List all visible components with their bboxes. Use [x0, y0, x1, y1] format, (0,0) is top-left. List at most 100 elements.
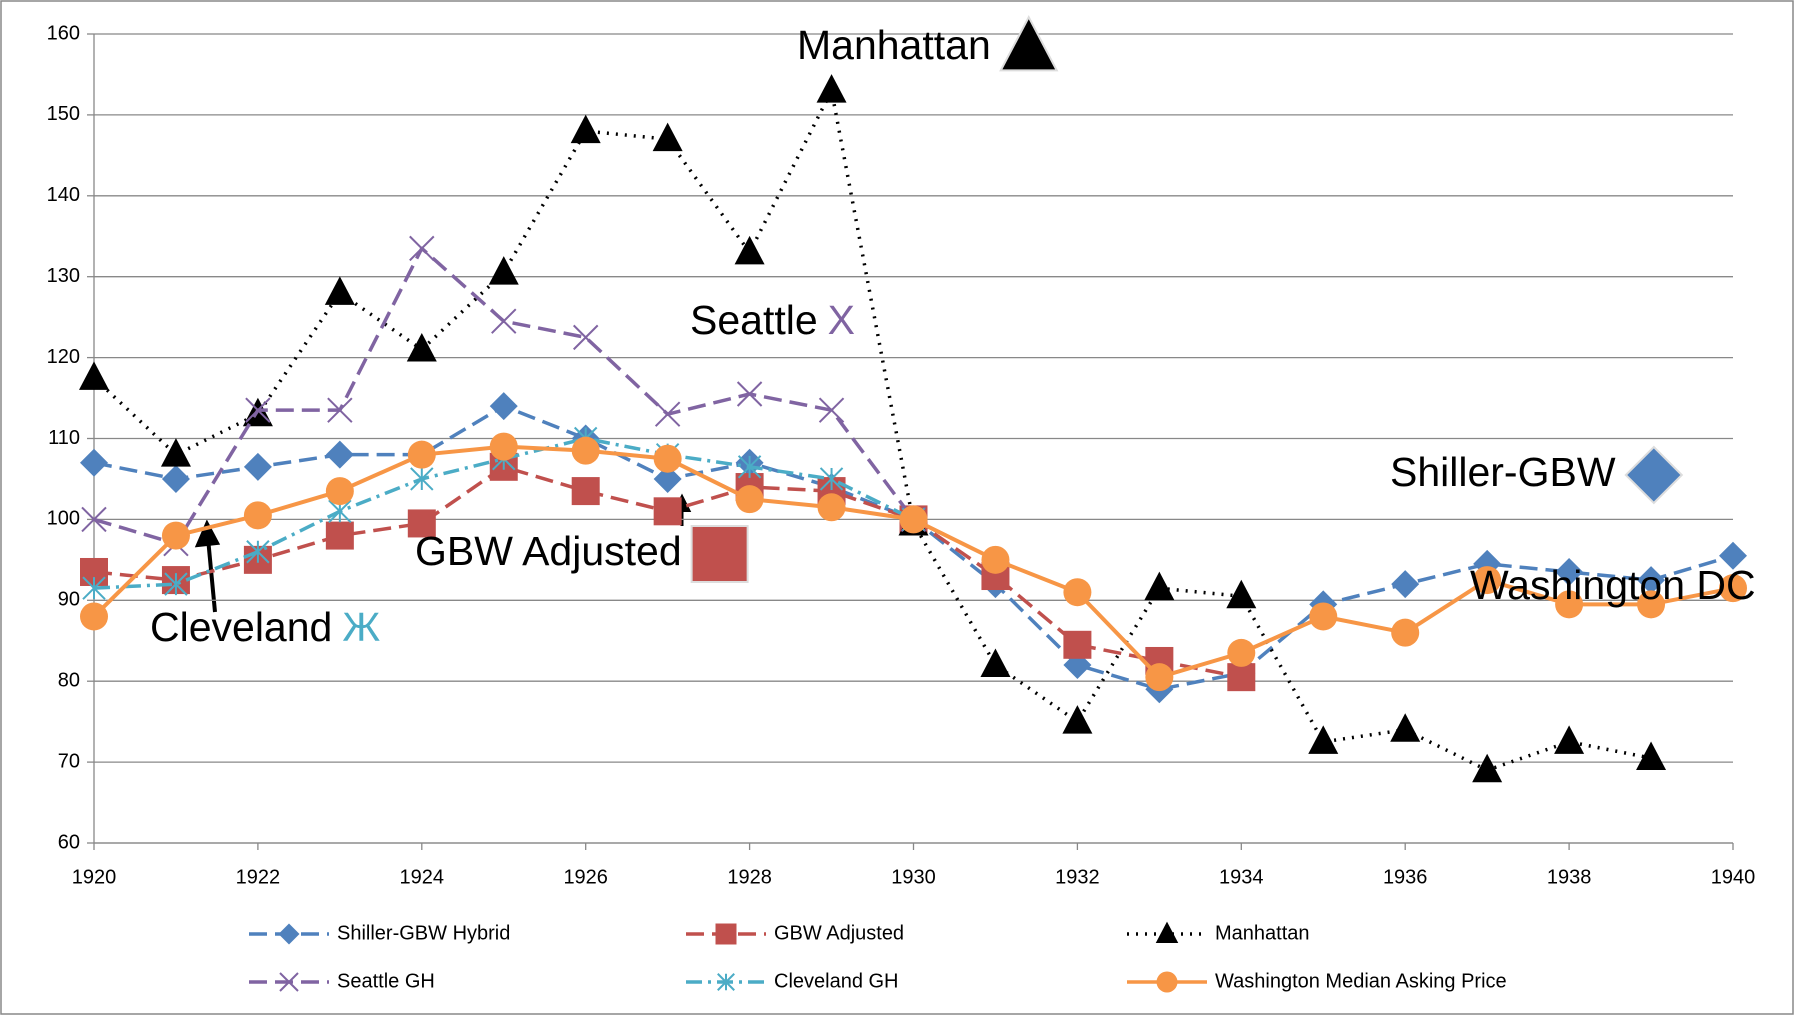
marker [1555, 590, 1584, 619]
annotation: Cleveland Ж [150, 604, 380, 650]
marker [409, 235, 435, 262]
marker [715, 923, 737, 945]
marker [570, 114, 601, 144]
x-tick-label: 1940 [1711, 866, 1756, 888]
marker [161, 521, 190, 550]
x-tick-label: 1920 [72, 866, 117, 888]
legend-label: Seattle GH [337, 970, 435, 992]
marker [79, 361, 109, 390]
marker [572, 324, 599, 351]
annotation-text: Shiller-GBW [1390, 449, 1616, 495]
marker [246, 540, 270, 564]
marker [1390, 713, 1421, 742]
annotation-text: Seattle [690, 297, 818, 343]
marker [654, 401, 681, 427]
y-tick-label: 160 [47, 22, 80, 44]
marker [1719, 574, 1747, 603]
marker [279, 972, 299, 992]
marker [80, 448, 108, 477]
marker [1624, 445, 1684, 505]
marker [737, 455, 762, 479]
marker [80, 602, 108, 631]
marker [1554, 725, 1585, 754]
marker [1636, 741, 1667, 771]
x-tick-label: 1930 [891, 866, 936, 888]
marker [489, 432, 518, 461]
arrow-head [194, 519, 221, 548]
annotation-symbol: Ж [342, 604, 380, 650]
marker [1555, 557, 1584, 586]
annotation-symbol: X [828, 297, 855, 343]
marker [1308, 725, 1339, 754]
y-tick-label: 140 [47, 184, 80, 206]
y-tick-label: 90 [58, 589, 80, 611]
marker [653, 497, 682, 526]
marker [690, 525, 749, 583]
marker [82, 576, 106, 600]
y-tick-label: 110 [48, 427, 80, 449]
y-tick-label: 100 [47, 508, 80, 530]
marker [818, 397, 845, 423]
marker [327, 397, 353, 423]
annotation: GBW Adjusted [415, 528, 682, 574]
marker [161, 464, 190, 493]
x-tick-label: 1938 [1547, 866, 1592, 888]
marker [1145, 663, 1174, 692]
legend-label: Washington Median Asking Price [1215, 970, 1507, 992]
marker [1637, 590, 1666, 619]
marker [406, 333, 437, 362]
x-tick-label: 1932 [1055, 866, 1100, 888]
marker [1637, 566, 1666, 595]
marker [816, 74, 847, 103]
marker [325, 521, 354, 550]
y-tick-label: 70 [58, 750, 80, 772]
marker [278, 923, 300, 945]
marker [324, 276, 355, 305]
marker [325, 440, 354, 469]
annotation: Washington DC [1470, 562, 1756, 608]
marker [1063, 630, 1092, 659]
y-tick-label: 60 [58, 831, 80, 853]
marker [1156, 971, 1178, 993]
annotation: Manhattan [797, 22, 991, 68]
marker [817, 493, 846, 522]
marker [571, 436, 600, 465]
annotation-text: Cleveland [150, 604, 332, 650]
marker [736, 381, 763, 407]
marker [81, 506, 107, 533]
marker [653, 444, 682, 473]
marker [1062, 705, 1093, 734]
marker [1309, 602, 1338, 631]
legend-label: Cleveland GH [774, 970, 899, 992]
marker [245, 397, 271, 423]
marker [735, 485, 764, 514]
annotation: Shiller-GBW [1390, 449, 1616, 495]
marker [999, 15, 1059, 72]
marker [571, 477, 600, 506]
marker [407, 509, 436, 538]
marker [1391, 618, 1420, 647]
marker [717, 973, 735, 991]
marker [1473, 566, 1502, 595]
annotation-text: Manhattan [797, 22, 991, 68]
marker [653, 464, 682, 493]
marker [489, 392, 518, 421]
marker [407, 440, 436, 469]
x-tick-label: 1926 [563, 866, 608, 888]
marker [980, 648, 1011, 678]
marker [1226, 579, 1257, 609]
marker [325, 477, 354, 506]
marker [1144, 571, 1175, 601]
x-tick-label: 1936 [1383, 866, 1428, 888]
annotation-text: GBW Adjusted [415, 528, 682, 574]
annotation-text: Washington DC [1470, 562, 1756, 608]
marker [981, 545, 1010, 574]
marker [1227, 663, 1256, 692]
marker [164, 572, 188, 596]
y-tick-label: 130 [47, 265, 80, 287]
marker [1227, 638, 1256, 667]
marker [491, 308, 517, 334]
marker [1391, 570, 1420, 599]
